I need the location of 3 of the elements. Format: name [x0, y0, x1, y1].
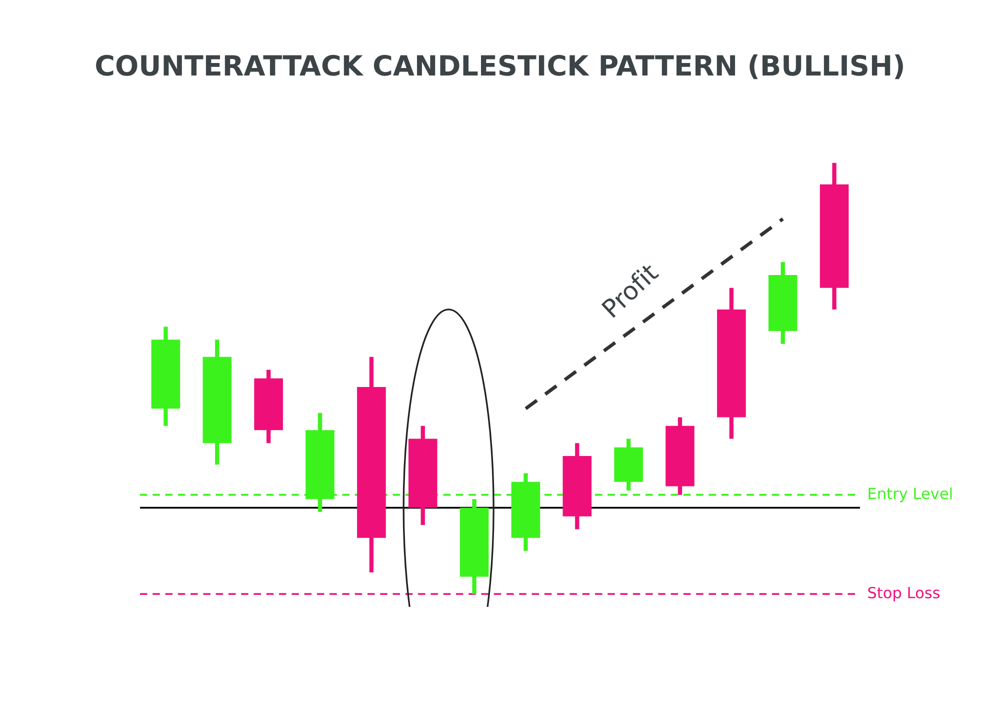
chart-title: COUNTERATTACK CANDLESTICK PATTERN (BULLISH) — [96, 54, 903, 80]
ref-line-label: Entry Level — [868, 487, 952, 502]
ref-line-label: Stop Loss — [868, 586, 940, 602]
